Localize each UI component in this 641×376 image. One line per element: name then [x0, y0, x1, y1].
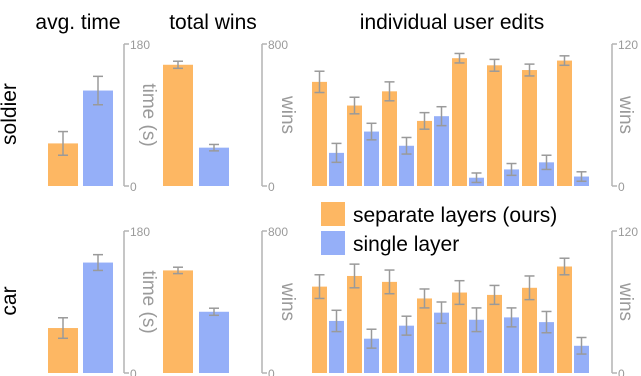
y-axis-label: wins: [277, 95, 298, 134]
y-tick-label: 120: [618, 38, 638, 52]
header-individual-edits: individual user edits: [360, 11, 544, 34]
bar: [312, 286, 327, 373]
bar: [382, 281, 397, 373]
legend-label-separate: separate layers (ours): [353, 204, 557, 227]
y-tick-label: 0: [618, 367, 625, 376]
bar: [522, 70, 537, 186]
panel-car-avg-time: 180 0 time (s): [48, 225, 159, 376]
bar: [347, 275, 362, 373]
bar: [487, 294, 502, 373]
bar: [417, 120, 432, 186]
y-tick-label: 180: [130, 225, 150, 239]
panel-soldier-avg-time: 180 0 time (s): [48, 38, 159, 194]
bar: [469, 319, 484, 373]
y-tick-label: 120: [618, 225, 638, 239]
legend-label-single: single layer: [353, 233, 459, 256]
y-tick-label: 0: [130, 367, 137, 376]
bar: [199, 147, 229, 186]
y-tick-label: 0: [130, 180, 137, 194]
bar: [399, 325, 414, 373]
bar: [364, 338, 379, 373]
y-tick-label: 800: [268, 225, 288, 239]
bar: [347, 105, 362, 186]
bar: [504, 169, 519, 186]
y-axis-label: wins: [277, 282, 298, 321]
y-tick-label: 0: [618, 180, 625, 194]
bar: [504, 317, 519, 373]
bar: [452, 58, 467, 187]
bar: [434, 116, 449, 186]
bar: [557, 266, 572, 373]
y-tick-label: 800: [268, 38, 288, 52]
bar: [382, 91, 397, 186]
bar: [199, 311, 229, 373]
bar: [452, 292, 467, 373]
y-tick-label: 0: [268, 367, 275, 376]
row-label-car: car: [0, 286, 21, 315]
bar: [163, 64, 193, 186]
plots: 180 0 time (s) 800 0 wins 120 0 wins 180 0 time (s)…: [48, 38, 638, 376]
bar: [312, 81, 327, 186]
bar: [83, 90, 113, 186]
y-axis-label: wins: [615, 95, 636, 134]
panel-car-individual-user-edits: 120 0 wins: [312, 225, 638, 376]
legend-swatch-blue: [321, 231, 345, 255]
bar: [329, 152, 344, 186]
panel-soldier-individual-user-edits: 120 0 wins: [312, 38, 638, 194]
y-axis-label: time (s): [138, 270, 159, 333]
bar: [539, 322, 554, 373]
row-label-soldier: soldier: [0, 83, 21, 145]
bar: [557, 60, 572, 186]
header-total-wins: total wins: [169, 11, 257, 34]
y-tick-label: 180: [130, 38, 150, 52]
y-axis-label: wins: [615, 282, 636, 321]
bar: [434, 312, 449, 373]
panel-soldier-total-wins: 800 0 wins: [163, 38, 298, 194]
bar: [417, 298, 432, 373]
bar: [364, 131, 379, 186]
bar: [329, 320, 344, 373]
bar: [83, 262, 113, 373]
bar: [522, 287, 537, 373]
bar: [539, 162, 554, 186]
bar: [574, 345, 589, 373]
bar: [163, 270, 193, 373]
y-tick-label: 0: [268, 180, 275, 194]
legend: separate layers (ours) single layer: [321, 202, 557, 256]
header-avg-time: avg. time: [35, 11, 120, 34]
legend-swatch-orange: [321, 202, 345, 226]
panel-car-total-wins: 800 0 wins: [163, 225, 298, 376]
bar: [487, 65, 502, 186]
bar: [399, 145, 414, 186]
y-axis-label: time (s): [138, 83, 159, 146]
